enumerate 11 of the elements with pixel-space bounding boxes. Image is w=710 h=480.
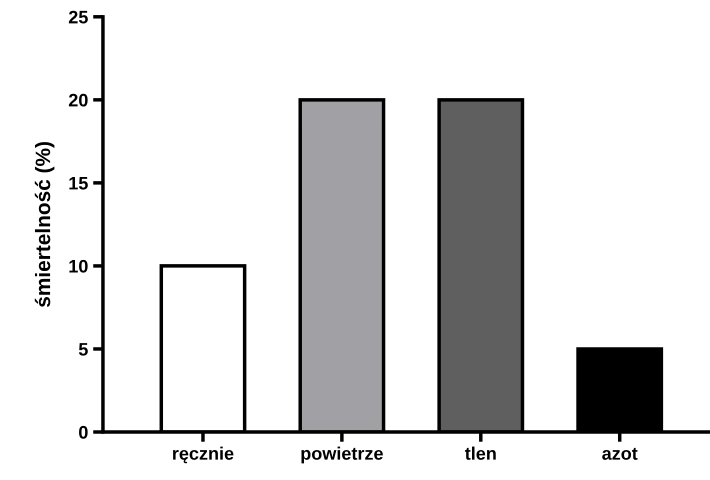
x-tick-label: azot <box>602 448 638 460</box>
y-tick-label: 5 <box>78 343 88 356</box>
y-tick-label: 10 <box>69 260 88 273</box>
y-axis-title: śmiertelność (%) <box>34 142 54 308</box>
y-tick-label: 20 <box>68 94 88 107</box>
y-tick-label: 15 <box>69 177 88 190</box>
x-tick-label: tlen <box>464 446 496 460</box>
x-tick-label: ręcznie <box>173 446 234 464</box>
x-tick-label: powietrze <box>301 446 383 464</box>
y-tick-label: 25 <box>68 10 88 24</box>
y-tick-label: 0 <box>79 426 88 439</box>
